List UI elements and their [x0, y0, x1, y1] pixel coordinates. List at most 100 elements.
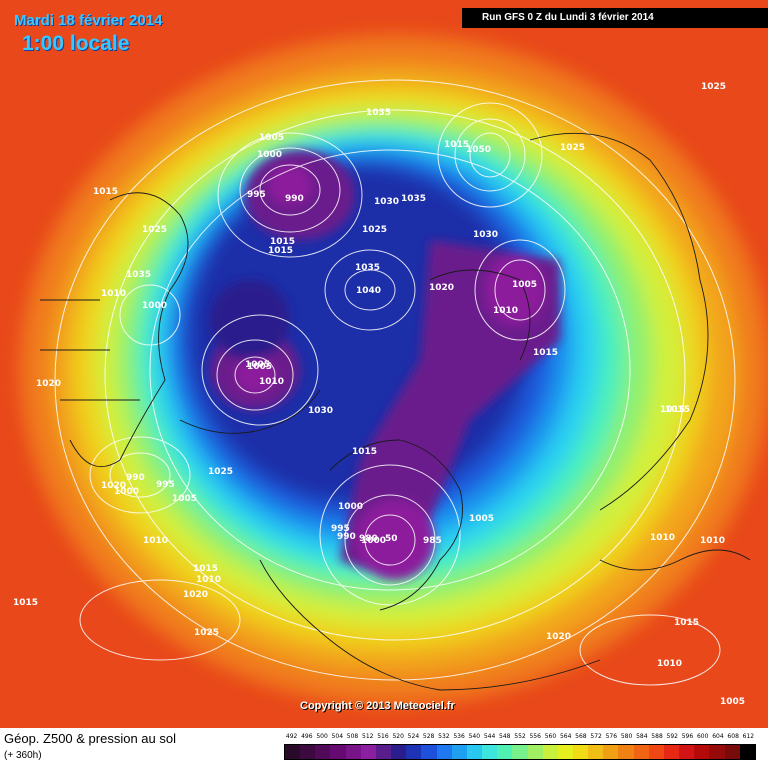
legend-swatch	[315, 745, 331, 759]
isobar-label: 1010	[650, 533, 675, 543]
legend-tick-label: 592	[666, 733, 678, 740]
isobar-contours	[54, 79, 736, 686]
legend-tick-label: 512	[362, 733, 374, 740]
legend-swatch	[300, 745, 316, 759]
forecast-horizon: (+ 360h)	[4, 750, 42, 761]
isobar-label: 1020	[36, 379, 61, 389]
isobar-label: 1010	[196, 575, 221, 585]
legend-tick-label: 612	[742, 733, 755, 740]
legend-tick-label: 552	[514, 733, 526, 740]
isobar-label: 1020	[183, 590, 208, 600]
legend-swatch	[557, 745, 573, 759]
isobar-label: 980	[359, 534, 378, 544]
legend-swatch	[285, 745, 301, 759]
legend-tick-label: 516	[377, 733, 389, 740]
isobar-label: 1015	[93, 187, 118, 197]
legend-tick-label: 584	[636, 733, 648, 740]
legend-tick-label: 504	[331, 733, 344, 740]
legend-tick-label: 532	[438, 733, 450, 740]
legend-tick-label: 496	[301, 733, 313, 740]
isobar-label: 1010	[657, 659, 682, 669]
legend-swatch	[633, 745, 649, 759]
isobar-label: 990	[285, 194, 304, 204]
isobar-label: 985	[423, 536, 442, 546]
legend-tick-label: 500	[316, 733, 328, 740]
legend-swatch	[466, 745, 483, 759]
isobar-label: 1005	[247, 362, 272, 372]
legend-tick-label: 528	[422, 733, 435, 740]
legend-tick-label: 540	[468, 733, 481, 740]
legend-swatch	[724, 745, 740, 759]
legend-swatch	[739, 745, 755, 759]
legend-tick-label: 548	[499, 733, 511, 740]
isobar-label: 1010	[259, 377, 284, 387]
isobar-label: 1035	[126, 270, 151, 280]
legend-swatch	[330, 745, 346, 759]
legend-swatch	[663, 745, 680, 759]
forecast-date: Mardi 18 février 2014	[14, 12, 163, 29]
legend-tick-label: 596	[681, 733, 694, 740]
legend-tick-label: 576	[605, 733, 618, 740]
forecast-time: 1:00 locale	[22, 32, 130, 55]
legend-tick-label: 568	[575, 733, 587, 740]
isobar-label: 1030	[473, 230, 498, 240]
isobar-label: 1000	[361, 536, 386, 546]
legend-swatch	[345, 745, 361, 759]
legend-tick-label: 492	[285, 733, 298, 740]
isobar-label: 1015	[270, 237, 295, 247]
legend-tick-label: 536	[453, 733, 465, 740]
isobar-label: 1020	[101, 481, 126, 491]
legend-swatch	[603, 745, 619, 759]
legend-tick-label: 560	[544, 733, 557, 740]
isobar-label: 50	[385, 534, 398, 544]
isobar-label: 1005	[720, 697, 745, 707]
isobar-label: 990	[126, 473, 145, 483]
isobar-label: 1000	[142, 301, 167, 311]
legend-swatch	[542, 745, 558, 759]
legend-tick-label: 544	[483, 733, 496, 740]
isobar-label: 1030	[374, 197, 399, 207]
isobar-label: 1035	[366, 108, 391, 118]
legend-tick-label: 508	[346, 733, 359, 740]
isobar-label: 1010	[493, 306, 518, 316]
isobar-label: 1005	[469, 514, 494, 524]
isobar-label: 1025	[701, 82, 726, 92]
legend-swatch	[618, 745, 634, 759]
isobar-label: 1010	[700, 536, 725, 546]
legend-tick-label: 564	[559, 733, 572, 740]
legend-swatch	[406, 745, 422, 759]
isobar-label: 1000	[338, 502, 363, 512]
isobar-label: 1015	[660, 405, 685, 415]
legend-swatch	[694, 745, 710, 759]
copyright-notice: Copyright © 2013 Meteociel.fr	[300, 700, 455, 712]
legend-tick-label: 588	[651, 733, 663, 740]
color-scale-legend	[284, 744, 756, 760]
isobar-label: 1015	[665, 405, 690, 415]
isobar-label: 1035	[355, 263, 380, 273]
isobar-label: 995	[247, 190, 266, 200]
legend-swatch	[679, 745, 695, 759]
legend-swatch	[360, 745, 376, 759]
coastlines	[40, 132, 751, 691]
isobar-label: 1015	[444, 140, 469, 150]
isobar-label: 1020	[546, 632, 571, 642]
model-run-label: Run GFS 0 Z du Lundi 3 février 2014	[462, 8, 768, 28]
legend-tick-labels: 492 496 500 504 508 512 516 520 524 528 532 536 540 5…	[284, 733, 756, 743]
isobar-label: 1010	[101, 289, 126, 299]
legend-swatch	[709, 745, 725, 759]
isobar-label: 1025	[362, 225, 387, 235]
legend-swatch	[497, 745, 513, 759]
legend-swatch	[391, 745, 407, 759]
legend-tick-label: 572	[590, 733, 602, 740]
legend-swatch	[421, 745, 437, 759]
legend-tick-label: 524	[407, 733, 420, 740]
isobar-label: 1000	[114, 487, 139, 497]
isobar-label: 1005	[512, 280, 537, 290]
isobar-label: 1025	[560, 143, 585, 153]
legend-tick-label: 580	[620, 733, 633, 740]
legend-swatch	[527, 745, 543, 759]
legend-swatch	[436, 745, 452, 759]
isobar-label: 1015	[674, 618, 699, 628]
